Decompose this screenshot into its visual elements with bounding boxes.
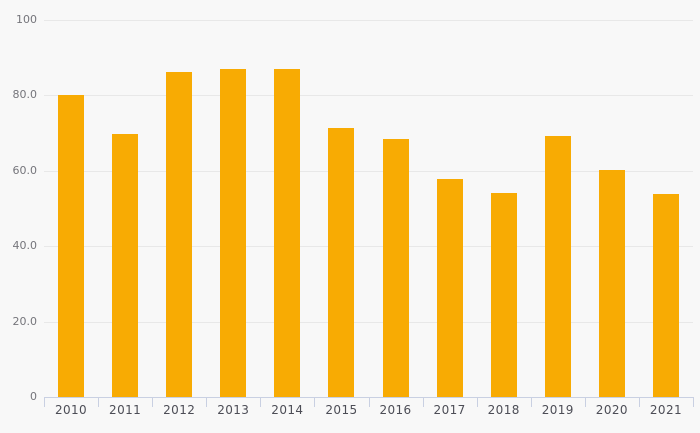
gridline bbox=[44, 246, 693, 248]
x-axis-tick bbox=[693, 397, 694, 407]
y-tick-label: 100 bbox=[16, 13, 37, 26]
bar-2016[interactable] bbox=[382, 139, 409, 397]
x-tick-label: 2018 bbox=[487, 403, 520, 417]
x-tick-label: 2017 bbox=[433, 403, 466, 417]
x-axis-tick bbox=[314, 397, 316, 407]
bar-2010[interactable] bbox=[58, 94, 85, 397]
x-tick-label: 2011 bbox=[109, 403, 142, 417]
x-axis-tick bbox=[530, 397, 532, 407]
y-tick-label: 80.0 bbox=[12, 88, 38, 102]
bar-2012[interactable] bbox=[166, 71, 193, 397]
bar-2015[interactable] bbox=[328, 128, 355, 397]
bar-2011[interactable] bbox=[112, 133, 139, 397]
x-tick-label: 2014 bbox=[271, 403, 304, 417]
bar-2020[interactable] bbox=[598, 169, 625, 397]
y-tick-label: 40.0 bbox=[12, 239, 38, 253]
x-tick-label: 2016 bbox=[379, 403, 412, 417]
x-axis-tick bbox=[44, 397, 45, 407]
x-axis-tick bbox=[260, 397, 262, 407]
x-tick-label: 2021 bbox=[649, 403, 683, 417]
gridline bbox=[44, 321, 693, 323]
bar-2018[interactable] bbox=[490, 192, 517, 397]
x-tick-label: 2015 bbox=[325, 403, 358, 417]
x-axis-tick bbox=[152, 397, 154, 407]
gridline bbox=[44, 20, 693, 21]
bar-2021[interactable] bbox=[652, 193, 679, 397]
x-tick-label: 2019 bbox=[541, 403, 574, 417]
x-axis-tick bbox=[206, 397, 208, 407]
bar-2019[interactable] bbox=[544, 135, 571, 397]
x-axis-tick bbox=[476, 397, 478, 407]
x-tick-label: 2020 bbox=[595, 403, 628, 417]
x-axis-tick bbox=[422, 397, 424, 407]
x-tick-label: 2013 bbox=[217, 403, 250, 417]
x-tick-label: 2012 bbox=[163, 403, 196, 417]
gridline bbox=[44, 170, 693, 172]
x-axis-tick bbox=[98, 397, 100, 407]
bar-2017[interactable] bbox=[436, 179, 463, 397]
x-axis-tick bbox=[638, 397, 640, 407]
x-axis-tick bbox=[368, 397, 370, 407]
bar-2013[interactable] bbox=[220, 69, 247, 397]
bar-2014[interactable] bbox=[274, 69, 301, 397]
x-axis-tick bbox=[584, 397, 586, 407]
y-tick-label: 0 bbox=[30, 390, 37, 403]
y-tick-label: 60.0 bbox=[12, 163, 38, 177]
y-tick-label: 20.0 bbox=[12, 314, 38, 328]
gridline bbox=[44, 95, 693, 97]
x-tick-label: 2010 bbox=[54, 403, 88, 417]
